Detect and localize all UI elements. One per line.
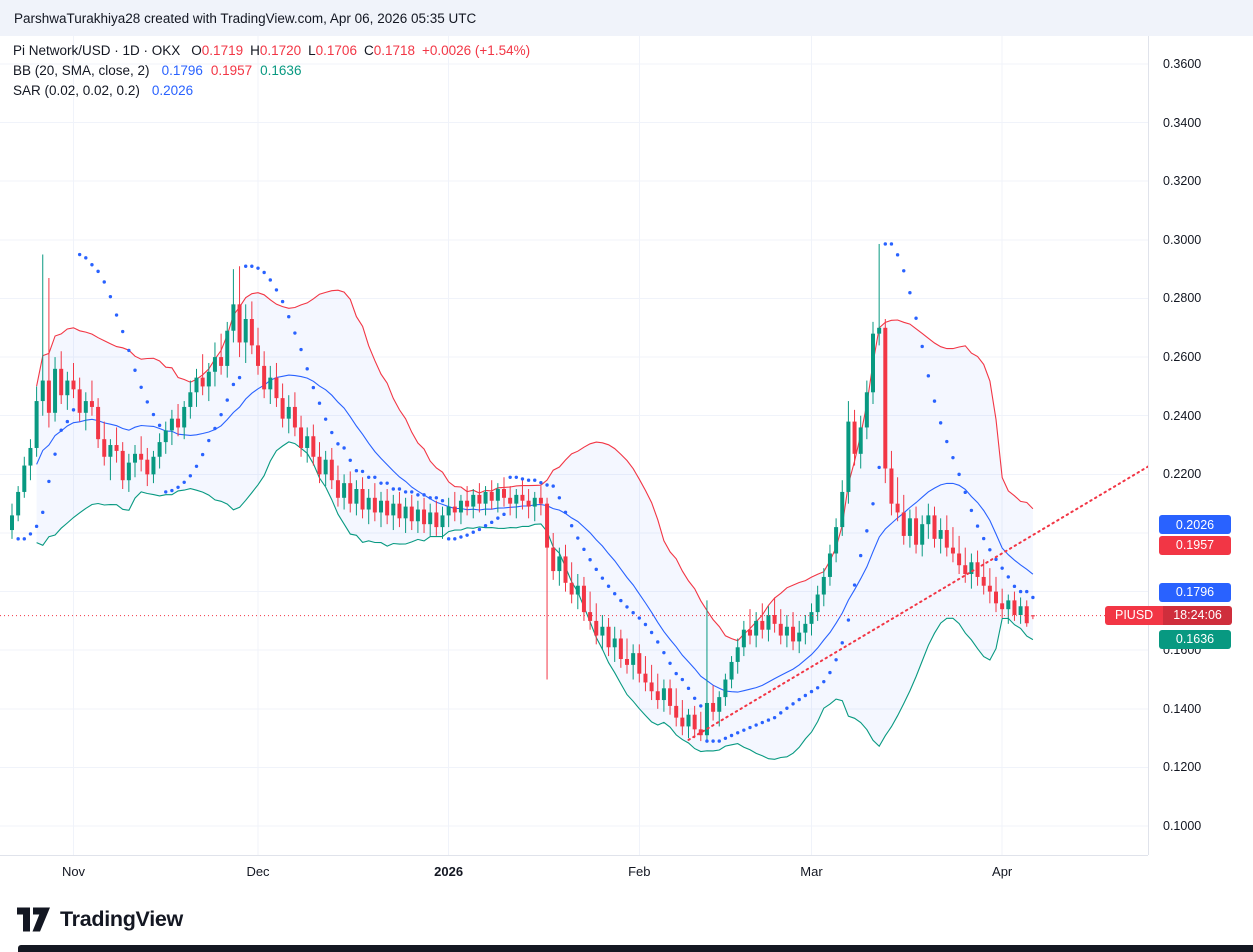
time-axis-label: Apr <box>992 864 1013 879</box>
time-axis-label: Dec <box>246 864 270 879</box>
close-label: C <box>363 42 374 58</box>
time-axis-label: Nov <box>61 864 86 879</box>
price-axis[interactable]: 0.3600 0.3400 0.3200 0.3000 0.2800 0.2600 0.24… <box>1105 36 1253 855</box>
trend-line-drawing[interactable] <box>687 465 1149 741</box>
price-tick-label: 0.2200 <box>1163 467 1202 482</box>
bottom-strip <box>18 945 1253 952</box>
time-axis-label: Mar <box>800 864 823 879</box>
open-value: O0.1719 <box>191 42 244 58</box>
sar-title[interactable]: SAR (0.02, 0.02, 0.2) <box>13 82 140 98</box>
chart-area: Pi Network/USD · 1D · OKX O0.1719 H0.172… <box>0 36 1253 893</box>
sar-value: 0.2026 <box>151 82 194 98</box>
price-tick-label: 0.1400 <box>1163 701 1202 716</box>
attribution-text: ParshwaTurakhiya28 created with TradingV… <box>14 10 477 26</box>
bar-countdown: 18:24:06 <box>1163 605 1232 625</box>
bb-upper-badge: 0.1957 <box>1159 535 1231 555</box>
price-tick-label: 0.2800 <box>1163 291 1202 306</box>
bb-basis-badge: 0.1796 <box>1159 582 1231 602</box>
low-label: L <box>308 42 316 58</box>
last-price-symbol: PIUSD <box>1105 605 1164 625</box>
last-price-badge: PIUSD 18:24:06 <box>1105 605 1232 625</box>
price-tick-label: 0.2600 <box>1163 350 1202 365</box>
price-tick-label: 0.3400 <box>1163 115 1202 130</box>
parabolic-sar-dots <box>16 242 1035 743</box>
bb-lower-value: 0.1636 <box>260 62 302 78</box>
grid-lines <box>0 36 1148 855</box>
price-tick-label: 0.1200 <box>1163 760 1202 775</box>
time-axis-label: 2026 <box>434 864 464 879</box>
price-tick-label: 0.2400 <box>1163 408 1202 423</box>
time-axis-label: Feb <box>628 864 651 879</box>
tradingview-logo-icon <box>17 907 50 931</box>
tradingview-brand-link[interactable]: TradingView <box>17 907 183 932</box>
bb-basis-value: 0.1796 <box>161 62 203 78</box>
candles <box>10 243 1035 742</box>
high-label: H <box>250 42 260 58</box>
symbol-title[interactable]: Pi Network/USD · 1D · OKX <box>13 42 181 58</box>
low-value: L0.1706 <box>308 42 357 58</box>
tradingview-wordmark: TradingView <box>60 906 183 931</box>
sar-value-badge: 0.2026 <box>1159 515 1231 535</box>
close-value: C0.1718 <box>363 42 415 58</box>
chart-legend: Pi Network/USD · 1D · OKX O0.1719 H0.172… <box>13 40 530 100</box>
price-tick-label: 0.3000 <box>1163 232 1202 247</box>
high-value: H0.1720 <box>250 42 302 58</box>
time-axis[interactable]: Nov Dec 2026 Feb Mar Apr <box>0 855 1148 893</box>
price-tick-label: 0.1000 <box>1163 819 1202 834</box>
price-tick-label: 0.3200 <box>1163 174 1202 189</box>
bb-title[interactable]: BB (20, SMA, close, 2) <box>13 62 150 78</box>
candlestick-chart[interactable] <box>0 36 1148 855</box>
symbol-legend-row[interactable]: Pi Network/USD · 1D · OKX O0.1719 H0.172… <box>13 40 530 60</box>
attribution-bar: ParshwaTurakhiya28 created with TradingV… <box>0 0 1253 36</box>
bb-lower-badge: 0.1636 <box>1159 629 1231 649</box>
sar-legend-row[interactable]: SAR (0.02, 0.02, 0.2) 0.2026 <box>13 80 530 100</box>
open-label: O <box>191 42 202 58</box>
bb-legend-row[interactable]: BB (20, SMA, close, 2) 0.1796 0.1957 0.1… <box>13 60 530 80</box>
bb-upper-value: 0.1957 <box>210 62 253 78</box>
change-value: +0.0026 (+1.54%) <box>422 42 531 58</box>
price-tick-label: 0.3600 <box>1163 57 1202 71</box>
footer-bar: TradingView <box>0 893 1253 945</box>
